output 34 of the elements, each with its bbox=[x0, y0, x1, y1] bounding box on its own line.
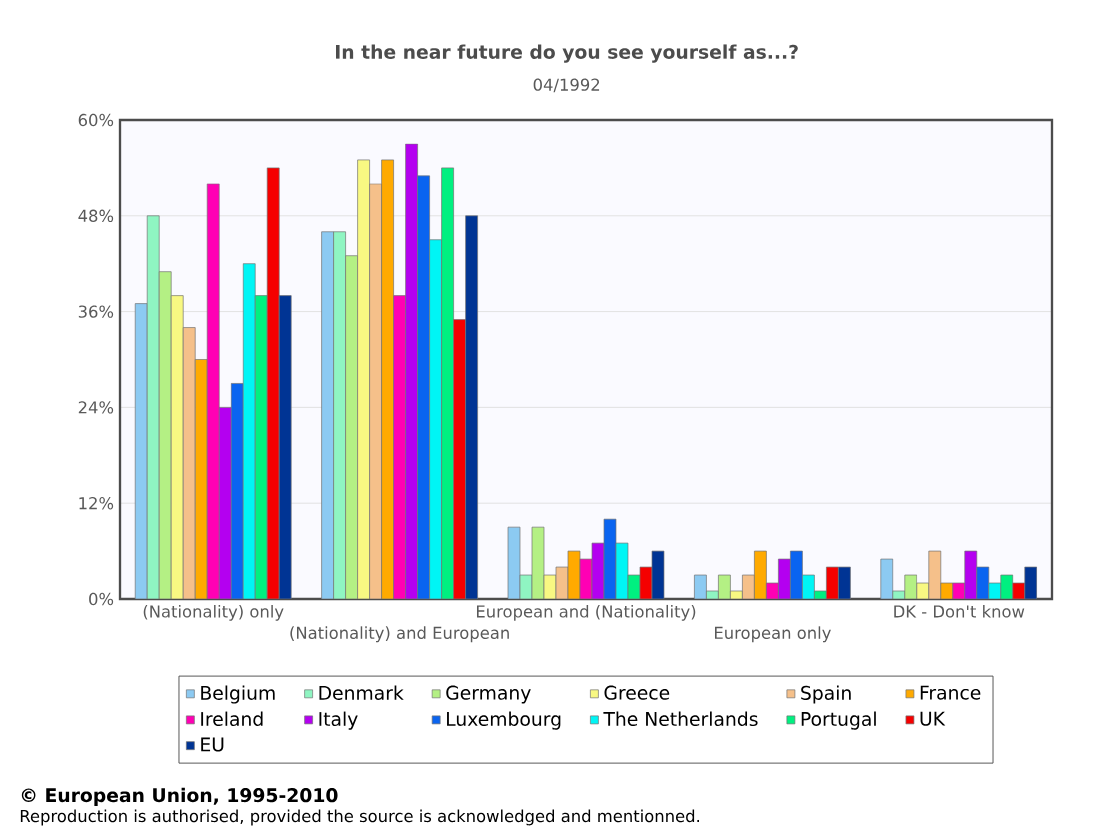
y-tick-label: 48% bbox=[78, 209, 114, 222]
bar bbox=[206, 183, 220, 599]
y-tick-label: 12% bbox=[79, 496, 114, 510]
bar bbox=[357, 159, 370, 599]
legend-label: EU bbox=[201, 737, 224, 752]
legend-label: Luxembourg bbox=[447, 711, 561, 730]
y-tick-label: 0% bbox=[89, 592, 114, 606]
chart-subtitle: 04/1992 bbox=[533, 78, 600, 93]
legend-label: The Netherlands bbox=[603, 711, 758, 727]
legend-label: UK bbox=[920, 711, 946, 726]
bar bbox=[381, 159, 394, 599]
y-tick-label: 36% bbox=[78, 305, 114, 318]
legend-label: Denmark bbox=[319, 685, 404, 700]
bar bbox=[393, 295, 406, 599]
chart-title: In the near future do you see yourself as...? bbox=[336, 44, 798, 63]
legend-label: Italy bbox=[319, 711, 358, 730]
y-tick-label: 24% bbox=[78, 401, 114, 414]
x-tick-label: European and (Nationality) bbox=[477, 604, 696, 621]
x-tick-label: DK - Don't know bbox=[894, 604, 1025, 618]
legend-label: Germany bbox=[446, 685, 531, 704]
text: Reproduction is authorised, provided the source is acknowledged and mentionned. bbox=[20, 809, 700, 826]
legend-label: Belgium bbox=[201, 685, 275, 704]
x-tick-label: (Nationality) only bbox=[143, 604, 284, 621]
x-tick-label: European only bbox=[715, 626, 831, 643]
bar bbox=[170, 295, 184, 599]
x-tick-label: (Nationality) and European bbox=[290, 626, 509, 643]
text: © European Union, 1995-2010 bbox=[21, 787, 338, 806]
legend-label: Greece bbox=[604, 685, 670, 700]
bar bbox=[194, 359, 208, 599]
legend-label: Ireland bbox=[201, 711, 263, 727]
legend-label: France bbox=[920, 685, 981, 700]
legend-label: Portugal bbox=[801, 711, 876, 730]
y-tick-label: 60% bbox=[78, 113, 114, 127]
legend-label: Spain bbox=[801, 685, 851, 704]
